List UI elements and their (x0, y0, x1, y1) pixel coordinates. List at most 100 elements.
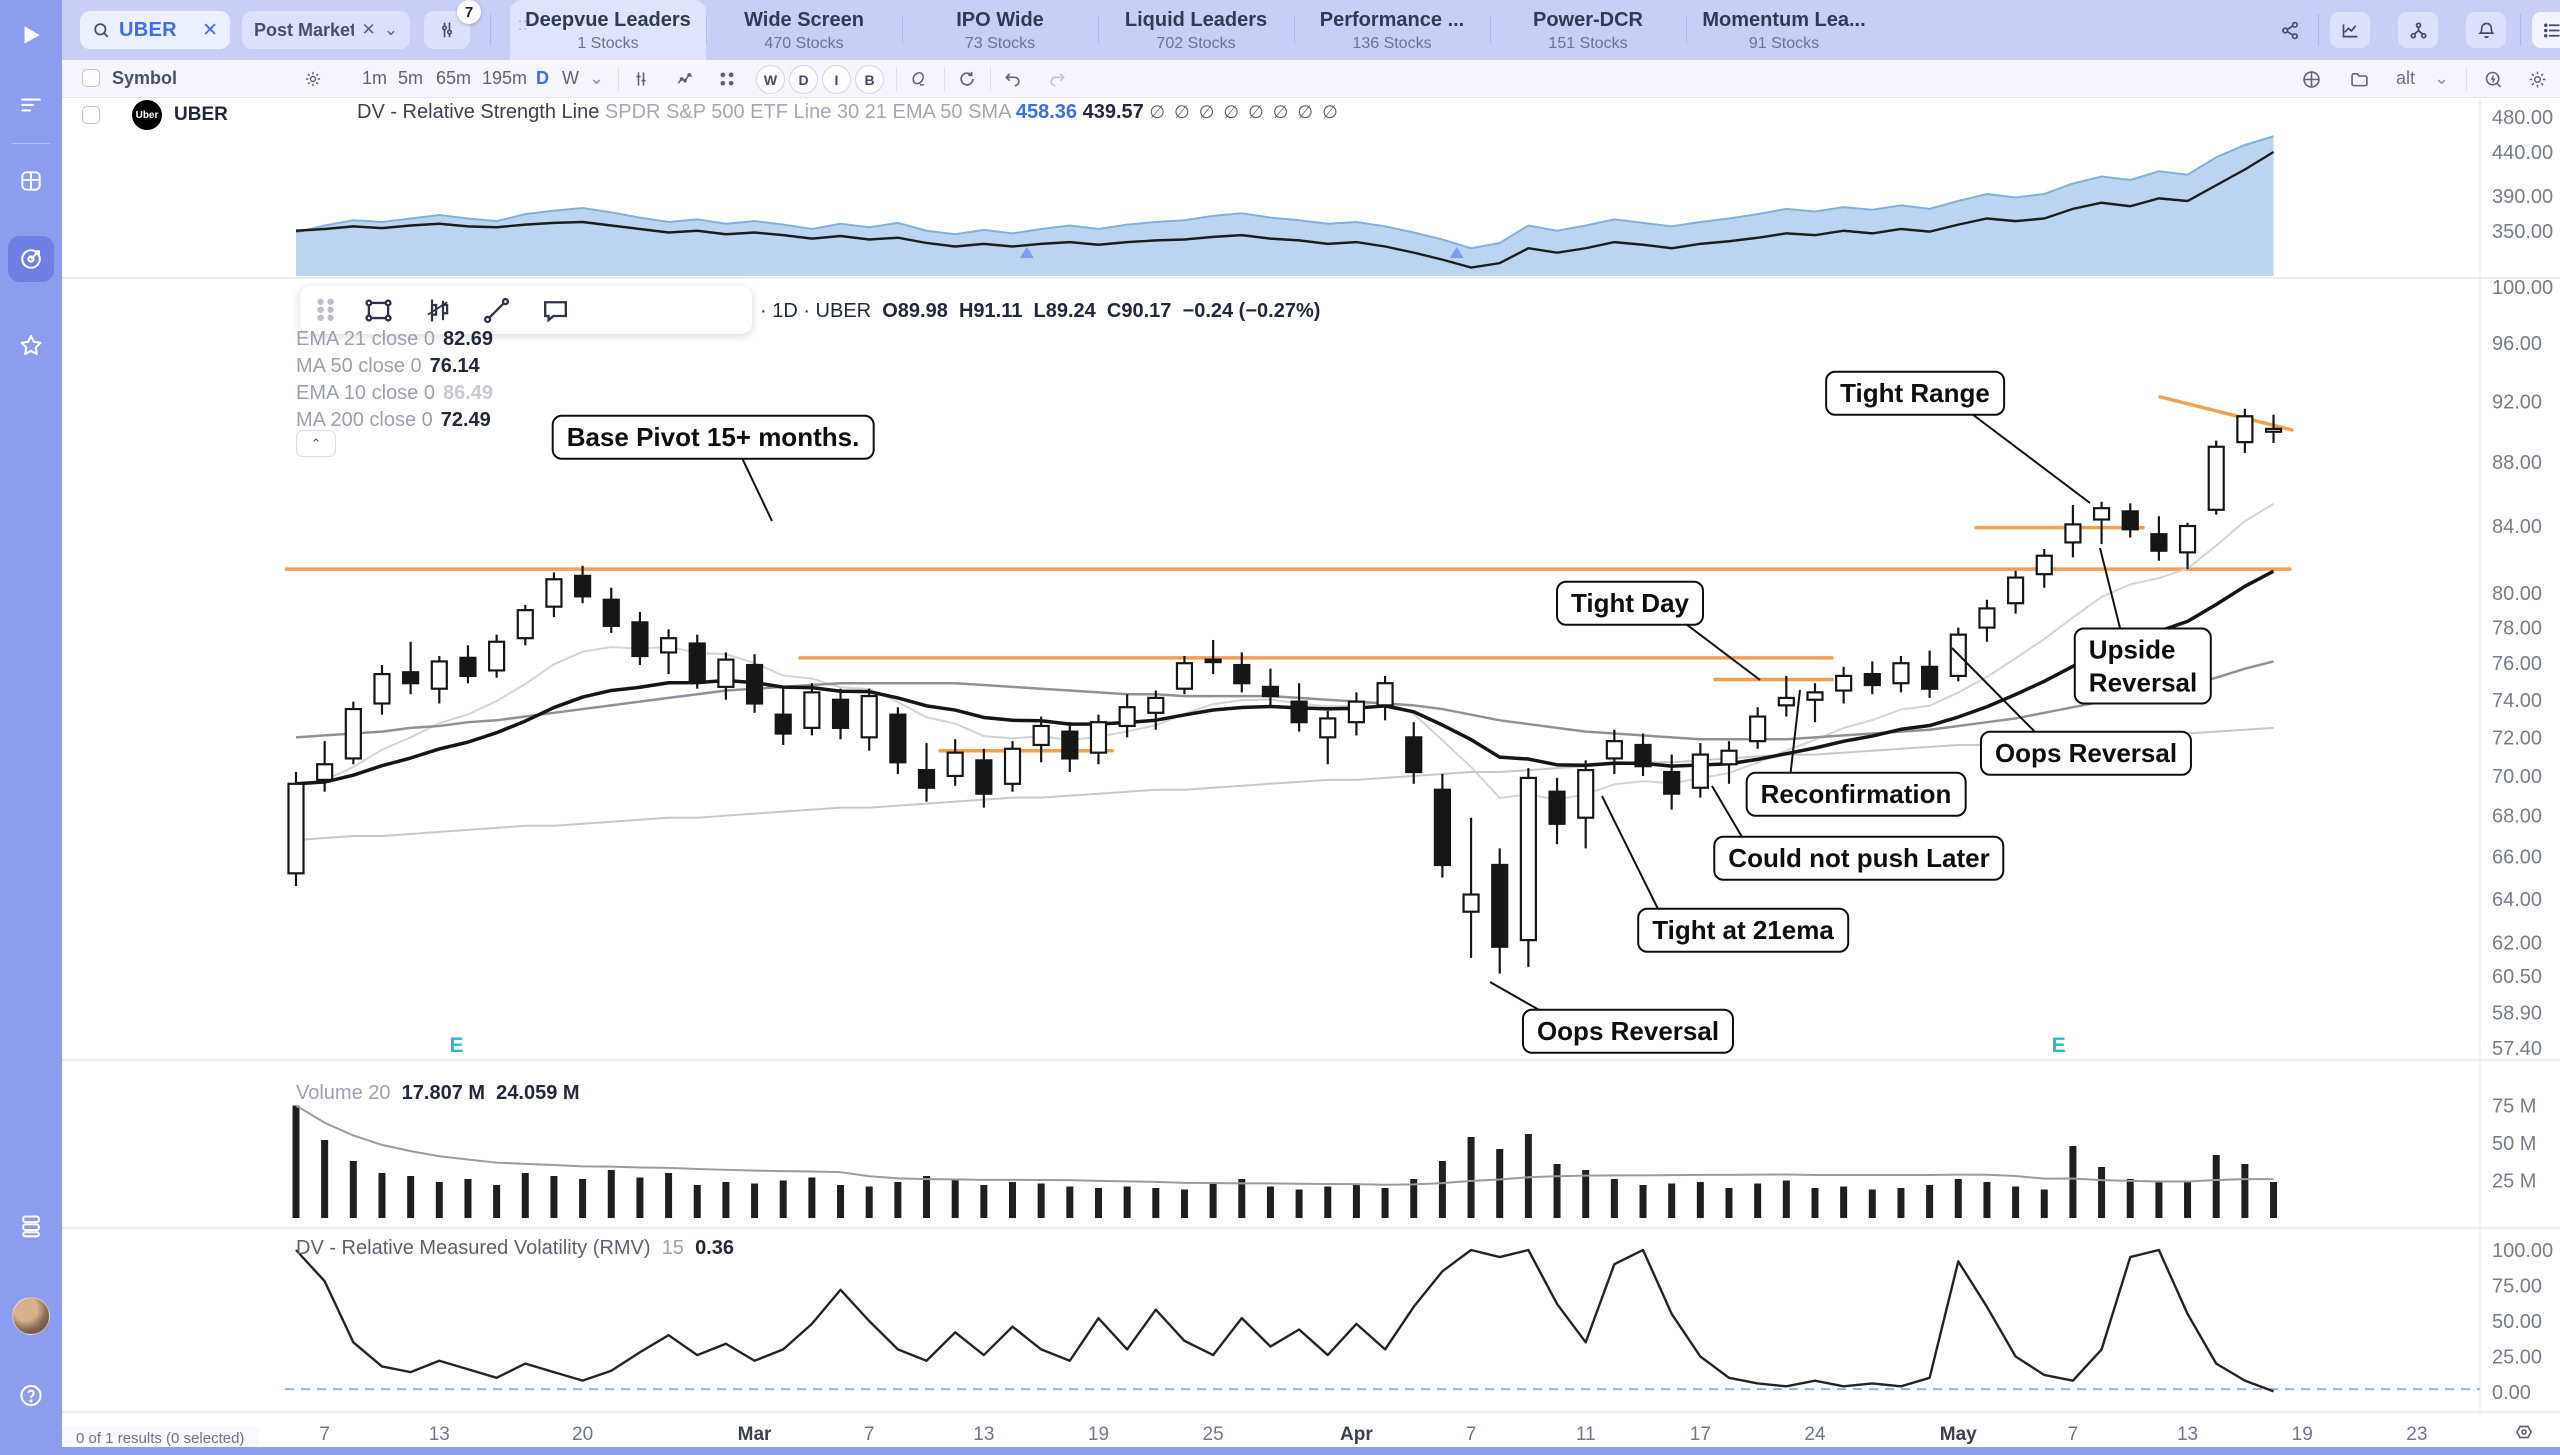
refresh-icon[interactable] (954, 66, 980, 92)
help-icon[interactable] (18, 1382, 45, 1409)
svg-text:96.00: 96.00 (2492, 333, 2542, 355)
redo-icon[interactable] (1044, 66, 1070, 92)
layout-grid-icon[interactable] (714, 66, 740, 92)
user-avatar[interactable] (12, 1297, 50, 1335)
ohlc-low: L89.24 (1033, 300, 1096, 322)
volume-legend[interactable]: Volume 20 17.807 M 24.059 M (296, 1082, 580, 1104)
row-checkbox[interactable] (82, 106, 100, 124)
svg-text:100.00: 100.00 (2492, 277, 2553, 299)
svg-text:7: 7 (319, 1424, 330, 1445)
chart-annotation[interactable]: Tight Day (1556, 580, 1704, 626)
tab-wide-screen[interactable]: Wide Screen 470 Stocks (706, 0, 902, 60)
weekly-letter-button[interactable]: W (756, 65, 785, 94)
timeframe-weekly[interactable]: W (562, 68, 579, 88)
indicator-row-ma50[interactable]: MA 50 close 0 76.14 (296, 355, 480, 377)
indicator-row-ema21[interactable]: EMA 21 close 0 82.69 (296, 328, 494, 350)
rectangle-draw-icon[interactable] (362, 294, 395, 327)
alt-mode-label[interactable]: alt (2396, 68, 2416, 88)
chart-annotation[interactable]: Could not push Later (1713, 835, 2005, 881)
remove-filter-icon[interactable]: ✕ (361, 20, 376, 39)
svg-text:13: 13 (973, 1424, 994, 1445)
chart-annotation[interactable]: Upside Reversal (2073, 627, 2213, 705)
line-chart-icon[interactable] (672, 66, 698, 92)
ohlc-symbol: · 1D · UBER (760, 300, 872, 322)
watchlist-symbol: UBER (174, 104, 228, 125)
benchmark-letter-button[interactable]: B (855, 65, 884, 94)
chart-annotation[interactable]: Tight Range (1825, 370, 2005, 416)
column-settings-gear-icon[interactable] (300, 66, 326, 92)
chart-annotation[interactable]: Oops Reversal (1521, 1008, 1735, 1054)
folder-icon[interactable] (2346, 66, 2372, 92)
tab-deepvue-leaders[interactable]: ⁚⁚ Deepvue Leaders 1 Stocks (510, 0, 706, 60)
rmv-legend[interactable]: DV - Relative Measured Volatility (RMV) … (296, 1237, 734, 1259)
svg-text:E: E (449, 1034, 463, 1057)
indicator-row-ma200[interactable]: MA 200 close 0 72.49 (296, 409, 491, 431)
panel-layout-icon[interactable] (2298, 66, 2324, 92)
svg-text:Mar: Mar (738, 1424, 772, 1445)
tab-ipo-wide[interactable]: IPO Wide 73 Stocks (902, 0, 1098, 60)
topbar-divider (490, 14, 491, 46)
timeframe-5m[interactable]: 5m (398, 68, 424, 88)
comment-draw-icon[interactable] (539, 294, 572, 327)
timeframe-65m[interactable]: 65m (436, 68, 472, 88)
clear-search-icon[interactable]: ✕ (202, 19, 218, 41)
axis-settings-icon[interactable] (2512, 1420, 2536, 1444)
timeframe-more-chevron-icon[interactable]: ⌄ (589, 68, 605, 88)
chart-annotation[interactable]: Tight at 21ema (1637, 907, 1849, 953)
toolbar-divider (990, 67, 991, 91)
timeframe-daily[interactable]: D (536, 68, 549, 88)
toolbar-divider (944, 67, 945, 91)
watchlist-row[interactable]: Uber UBER (62, 97, 287, 133)
collections-icon[interactable] (18, 1212, 45, 1239)
svg-text:66.00: 66.00 (2492, 847, 2542, 869)
share-icon[interactable] (2270, 12, 2310, 48)
timeframe-1m[interactable]: 1m (362, 68, 388, 88)
dashboard-icon[interactable] (18, 168, 44, 194)
alt-chevron-icon[interactable]: ⌄ (2434, 68, 2450, 88)
daily-letter-button[interactable]: D (789, 65, 818, 94)
intraday-letter-button[interactable]: I (822, 65, 851, 94)
tab-momentum-lea[interactable]: Momentum Lea... 91 Stocks (1686, 0, 1882, 60)
svg-text:390.00: 390.00 (2492, 186, 2553, 208)
post-market-filter-chip[interactable]: Post Market ... ✕ ⌄ (242, 11, 410, 49)
symbol-search-input[interactable]: UBER ✕ (80, 11, 230, 49)
ohlc-open: O89.98 (882, 300, 948, 322)
screener-target-icon[interactable] (8, 236, 54, 282)
favorites-star-icon[interactable] (18, 332, 45, 359)
indicator-row-ema10[interactable]: EMA 10 close 0 86.49 (296, 382, 494, 404)
tab-power-dcr[interactable]: Power-DCR 151 Stocks (1490, 0, 1686, 60)
drag-handle-icon[interactable]: ●● ●● ●● (316, 293, 337, 326)
draw-pencil-icon[interactable] (906, 66, 932, 92)
chart-annotation[interactable]: Reconfirmation (1745, 771, 1967, 817)
svg-text:23: 23 (2406, 1424, 2427, 1445)
chart-annotation[interactable]: Oops Reversal (1979, 730, 2193, 776)
svg-text:84.00: 84.00 (2492, 516, 2542, 538)
list-view-icon[interactable] (2532, 12, 2560, 48)
filters-button[interactable] (424, 11, 470, 49)
svg-text:E: E (2052, 1034, 2066, 1057)
flash-search-icon[interactable] (2480, 66, 2506, 92)
select-all-checkbox[interactable] (82, 69, 100, 87)
chart-annotation[interactable]: Base Pivot 15+ months. (551, 414, 875, 460)
chevron-down-icon[interactable]: ⌄ (383, 20, 398, 39)
timeframe-195m[interactable]: 195m (482, 68, 528, 88)
app-logo[interactable] (18, 22, 44, 48)
ohlc-readout: · 1D · UBER O89.98 H91.11 L89.24 C90.17 … (760, 300, 1320, 323)
trendline-draw-icon[interactable] (480, 294, 513, 327)
indicator-settings-icon[interactable] (628, 66, 654, 92)
menu-icon[interactable] (18, 92, 44, 118)
pattern-draw-icon[interactable] (421, 294, 454, 327)
svg-text:75 M: 75 M (2492, 1096, 2536, 1118)
collapse-legend-button[interactable]: ⌃ (296, 430, 336, 457)
tab-performance[interactable]: Performance ... 136 Stocks (1294, 0, 1490, 60)
chart-view-icon[interactable] (2330, 12, 2370, 48)
toolbar-divider (896, 67, 897, 91)
rs-indicator-legend[interactable]: DV - Relative Strength Line SPDR S&P 500… (357, 101, 1340, 124)
tree-map-icon[interactable] (2398, 12, 2438, 48)
undo-icon[interactable] (1000, 66, 1026, 92)
settings-gear-icon[interactable] (2524, 66, 2550, 92)
alerts-bell-icon[interactable] (2466, 12, 2506, 48)
floating-draw-toolbar[interactable]: ●● ●● ●● (300, 286, 752, 334)
tab-liquid-leaders[interactable]: Liquid Leaders 702 Stocks (1098, 0, 1294, 60)
